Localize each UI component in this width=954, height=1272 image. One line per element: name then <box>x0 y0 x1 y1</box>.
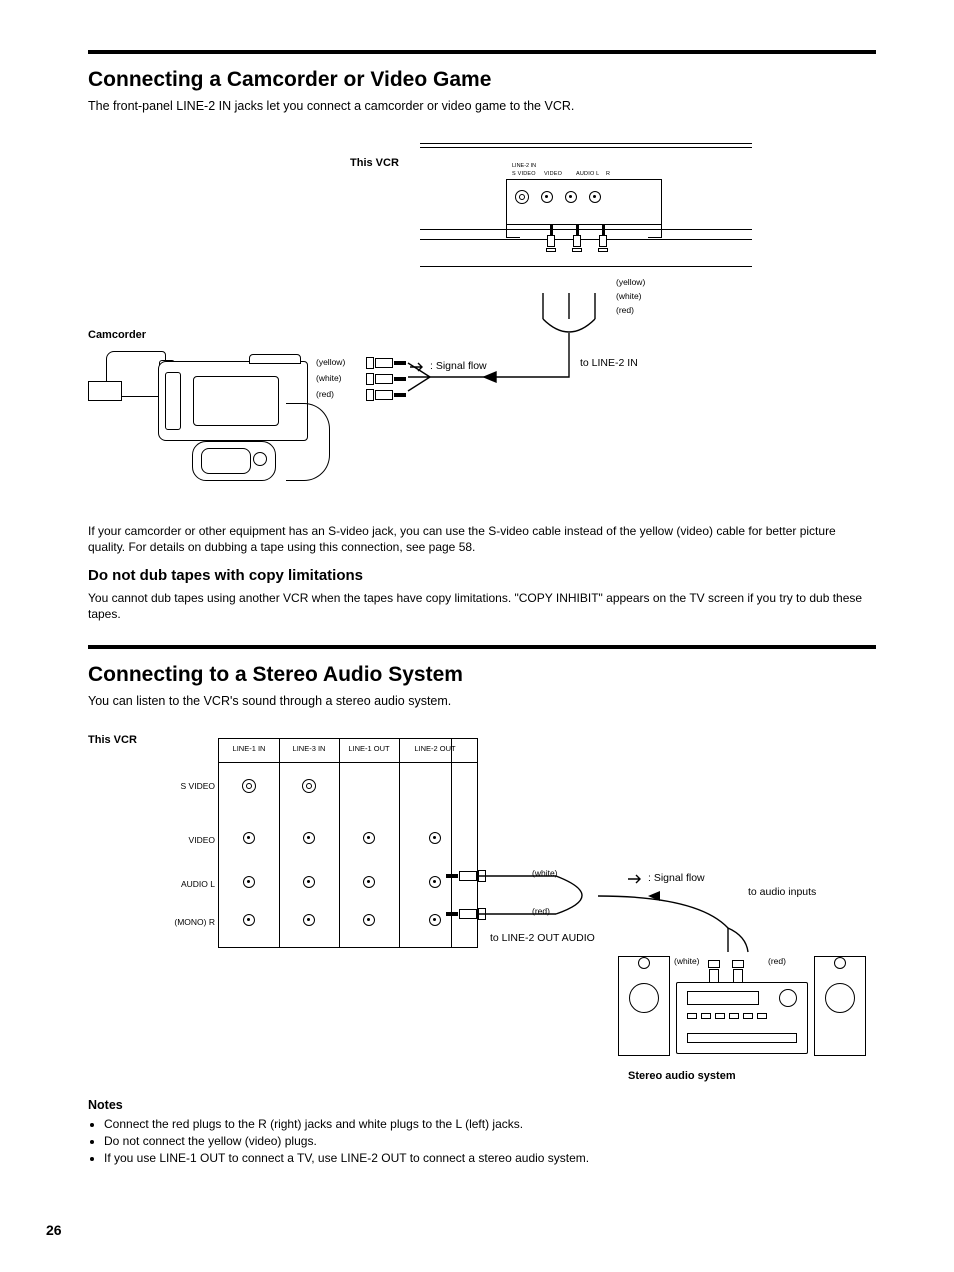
section2-subtitle: You can listen to the VCR's sound throug… <box>88 693 876 710</box>
out-plug-red: (red) <box>532 906 550 916</box>
note-item: If you use LINE-1 OUT to connect a TV, u… <box>104 1150 876 1167</box>
section-divider <box>88 645 876 649</box>
note-item: Do not connect the yellow (video) plugs. <box>104 1133 876 1150</box>
section2-title: Connecting to a Stereo Audio System <box>88 663 876 687</box>
out-plug-white: (white) <box>532 868 558 878</box>
notes-heading: Notes <box>88 1098 876 1112</box>
to-audio-in-label: to audio inputs <box>748 886 816 899</box>
section1-title: Connecting a Camcorder or Video Game <box>88 68 876 92</box>
signal-flow-label2: : Signal flow <box>648 872 705 884</box>
page-number: 26 <box>46 1222 62 1238</box>
plug-yellow-label: (yellow) <box>616 277 645 287</box>
no-dub-title: Do not dub tapes with copy limitations <box>88 567 876 584</box>
diagram-vcr-to-audio: This VCR LINE-1 IN LINE-3 IN LINE-1 OUT … <box>88 728 876 1084</box>
section-divider <box>88 50 876 54</box>
signal-flow-label: : Signal flow <box>430 360 487 372</box>
audio-system-caption: Stereo audio system <box>628 1070 736 1083</box>
notes-list: Connect the red plugs to the R (right) j… <box>88 1116 876 1168</box>
cam-plug-yellow: (yellow) <box>316 357 345 367</box>
cam-plug-white: (white) <box>316 373 342 383</box>
cam-plug-red: (red) <box>316 389 334 399</box>
section1-note: If your camcorder or other equipment has… <box>88 523 876 555</box>
to-line2-label: to LINE-2 IN <box>580 357 638 370</box>
section1-subtitle: The front-panel LINE-2 IN jacks let you … <box>88 98 876 115</box>
flow-arrow-icon <box>410 361 428 373</box>
note-item: Connect the red plugs to the R (right) j… <box>104 1116 876 1133</box>
camcorder-caption: Camcorder <box>88 329 146 342</box>
diagram-camcorder-to-vcr: This VCR LINE-2 IN S VIDEO VIDEO AUDIO L… <box>88 133 876 513</box>
flow-arrow-icon <box>628 873 646 885</box>
camcorder-illustration <box>88 343 348 493</box>
plug-white-label: (white) <box>616 291 642 301</box>
no-dub-body: You cannot dub tapes using another VCR w… <box>88 590 876 622</box>
audio-system-illustration <box>618 938 868 1068</box>
to-line2out-label: to LINE-2 OUT AUDIO <box>490 932 595 945</box>
plug-red-label: (red) <box>616 305 634 315</box>
